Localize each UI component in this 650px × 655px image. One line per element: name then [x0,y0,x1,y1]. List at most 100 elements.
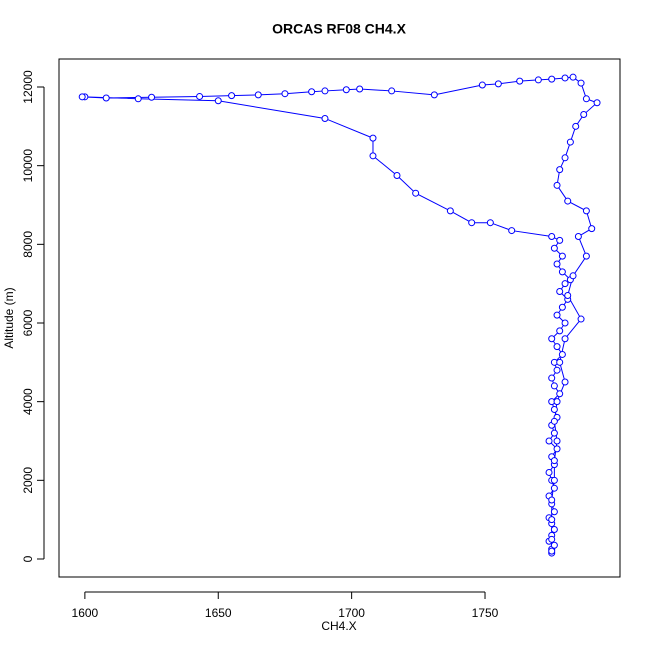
data-point [545,468,553,476]
data-point [561,319,569,327]
data-point [550,457,558,465]
data-point [550,525,558,533]
data-point [534,76,542,84]
data-point [550,429,558,437]
data-point [550,484,558,492]
data-point [78,93,86,101]
data-point [553,366,561,374]
data-point [356,85,364,93]
data-point [393,172,401,180]
data-point [550,382,558,390]
data-point [548,374,556,382]
data-point [582,207,590,215]
data-point [369,134,377,142]
x-tick-label: 1700 [338,606,365,620]
data-point [561,280,569,288]
data-point [580,111,588,119]
data-point [550,406,558,414]
data-point [550,417,558,425]
data-point [553,398,561,406]
data-point [582,95,590,103]
data-point [548,75,556,83]
data-point [508,227,516,235]
data-point [588,225,596,233]
data-point [556,327,564,335]
data-point [556,358,564,366]
data-point [478,81,486,89]
data-point [566,138,574,146]
data-point [545,437,553,445]
plot-frame [58,58,621,578]
data-point [553,343,561,351]
data-point [558,303,566,311]
data-point [342,86,350,94]
data-point [553,445,561,453]
y-axis-label: Altitude (m) [2,287,16,348]
data-point [550,476,558,484]
data-point [548,516,556,524]
data-point [196,92,204,100]
data-point [550,541,558,549]
data-point [553,181,561,189]
data-point [548,547,556,555]
data-point [228,92,236,100]
x-tick-label: 1650 [205,606,232,620]
x-tick-label: 1750 [472,606,499,620]
data-point [574,232,582,240]
data-point [516,77,524,85]
data-point [553,260,561,268]
data-point [553,437,561,445]
data-point [548,335,556,343]
data-point [564,291,572,299]
y-tick-label: 4000 [21,388,35,415]
data-point [102,94,110,102]
data-line [82,76,599,554]
y-tick-label: 10000 [21,149,35,183]
data-point [558,252,566,260]
data-point [430,91,438,99]
data-point [214,97,222,105]
data-point [446,207,454,215]
data-point [369,152,377,160]
x-tick-label: 1600 [72,606,99,620]
data-point [412,189,420,197]
data-point [569,272,577,280]
data-point [558,268,566,276]
data-point [577,315,585,323]
data-point [321,114,329,122]
data-point [564,197,572,205]
y-tick-label: 0 [21,555,35,562]
y-tick-label: 12000 [21,70,35,104]
data-point [548,496,556,504]
data-point [548,535,556,543]
data-point [572,122,580,130]
data-point [550,508,558,516]
data-point [281,90,289,98]
data-point [550,244,558,252]
data-point [556,236,564,244]
data-point [321,87,329,95]
data-point [308,88,316,96]
x-axis-label: CH4.X [321,619,356,633]
data-point [148,93,156,101]
data-point [134,95,142,103]
y-tick-label: 2000 [21,467,35,494]
data-point [388,87,396,95]
data-point [468,219,476,227]
data-point [569,73,577,81]
y-tick-label: 6000 [21,309,35,336]
data-point [494,80,502,88]
data-point [556,166,564,174]
data-point [582,252,590,260]
data-point [593,99,601,107]
data-point [548,232,556,240]
chart-title: ORCAS RF08 CH4.X [272,21,406,37]
data-point [553,311,561,319]
data-point [561,74,569,82]
data-point [556,288,564,296]
y-tick-label: 8000 [21,231,35,258]
data-point [486,219,494,227]
data-point [561,335,569,343]
data-point [577,79,585,87]
